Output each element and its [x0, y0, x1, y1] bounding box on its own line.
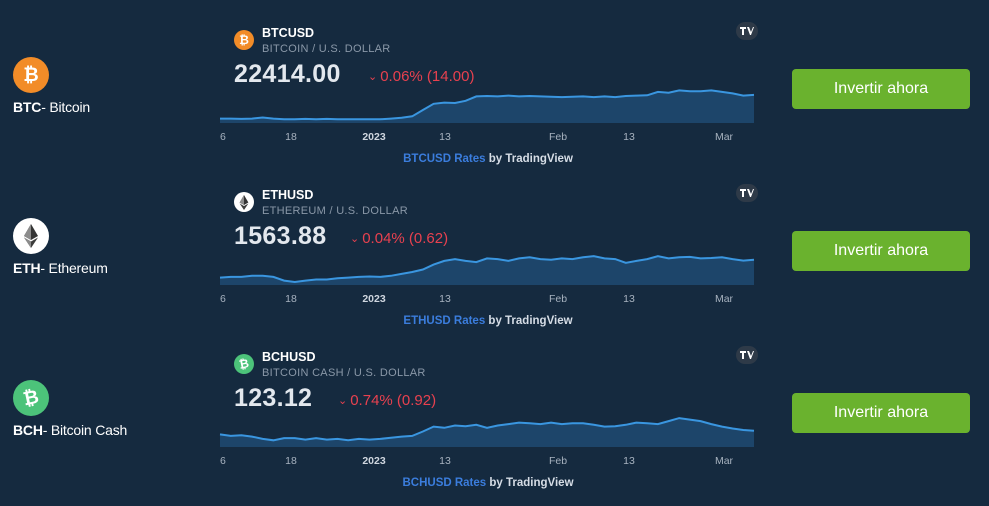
chart-series-line: [220, 89, 755, 121]
invest-now-button[interactable]: Invertir ahora: [792, 69, 970, 109]
svg-text:₿: ₿: [239, 33, 249, 47]
x-tick-label: Mar: [715, 455, 734, 467]
x-tick-label: 6: [220, 455, 226, 467]
x-tick-label: 18: [285, 131, 297, 143]
svg-text:₿: ₿: [238, 357, 250, 371]
coin-row-btc: ₿ BTC- Bitcoin ₿ BTCUSD BITCOIN / U.S. D…: [0, 0, 989, 165]
x-tick-label: 2023: [362, 293, 386, 305]
rates-link[interactable]: BCHUSD Rates: [402, 477, 487, 489]
widget-price: 1563.88: [234, 222, 327, 250]
price-chart: 6 18 2023 13 Feb 13 Mar: [220, 89, 755, 143]
x-tick-label: 18: [285, 455, 297, 467]
coin-name: - Ethereum: [40, 260, 108, 276]
tradingview-widget-btcusd[interactable]: ₿ BTCUSD BITCOIN / U.S. DOLLAR 22414.00 …: [218, 20, 758, 182]
x-tick-label: 2023: [362, 131, 386, 143]
widget-description: BITCOIN CASH / U.S. DOLLAR: [262, 367, 426, 379]
down-arrow-icon: ⌄: [338, 395, 348, 407]
x-tick-label: Mar: [715, 293, 734, 305]
x-tick-label: 6: [220, 131, 226, 143]
tradingview-logo-icon[interactable]: [736, 22, 758, 40]
svg-text:₿: ₿: [21, 387, 41, 409]
bitcoin-icon: ₿: [13, 57, 49, 93]
bitcoin-icon: ₿: [234, 30, 254, 50]
bitcoin-cash-icon: ₿: [234, 354, 254, 374]
chart-series-line: [219, 255, 755, 284]
rates-link[interactable]: ETHUSD Rates: [403, 315, 486, 327]
widget-description: ETHEREUM / U.S. DOLLAR: [262, 205, 408, 217]
widget-attribution: BTCUSD Rates by TradingView: [218, 153, 758, 165]
widget-symbol: ETHUSD: [262, 188, 314, 202]
attribution-suffix: by TradingView: [485, 315, 573, 327]
x-tick-label: 13: [623, 455, 635, 467]
widget-symbol: BCHUSD: [262, 350, 316, 364]
widget-attribution: BCHUSD Rates by TradingView: [218, 477, 758, 489]
coin-label: BCH- Bitcoin Cash: [13, 422, 127, 438]
rates-link[interactable]: BTCUSD Rates: [403, 153, 486, 165]
attribution-suffix: by TradingView: [485, 153, 573, 165]
x-tick-label: 13: [623, 131, 635, 143]
coin-info: ₿ BTC- Bitcoin: [13, 57, 90, 115]
x-tick-label: 13: [439, 455, 451, 467]
coin-info: ETH- Ethereum: [13, 218, 108, 276]
coin-info: ₿ BCH- Bitcoin Cash: [13, 380, 127, 438]
widget-change: ⌄ 0.74% (0.92): [338, 392, 436, 409]
x-tick-label: Feb: [549, 293, 567, 305]
coin-label: ETH- Ethereum: [13, 260, 108, 276]
x-tick-label: 6: [220, 293, 226, 305]
chart-area: [220, 90, 754, 123]
tradingview-logo-icon[interactable]: [736, 346, 758, 364]
chart-area: [220, 418, 754, 447]
widget-change-value: 0.74% (0.92): [350, 392, 437, 409]
price-chart: 6 18 2023 13 Feb 13 Mar: [219, 417, 755, 467]
tradingview-widget-ethusd[interactable]: ETHUSD ETHEREUM / U.S. DOLLAR 1563.88 ⌄ 0…: [218, 182, 758, 344]
down-arrow-icon: ⌄: [350, 233, 360, 245]
down-arrow-icon: ⌄: [368, 71, 378, 83]
svg-text:₿: ₿: [23, 65, 38, 86]
ethereum-icon: [234, 192, 254, 212]
coin-label: BTC- Bitcoin: [13, 99, 90, 115]
chart-series-line: [219, 417, 755, 442]
widget-description: BITCOIN / U.S. DOLLAR: [262, 43, 391, 55]
x-tick-label: 18: [285, 293, 297, 305]
x-tick-label: 13: [439, 293, 451, 305]
widget-change: ⌄ 0.06% (14.00): [368, 68, 474, 85]
invest-now-button[interactable]: Invertir ahora: [792, 231, 970, 271]
price-chart: 6 18 2023 13 Feb 13 Mar: [219, 255, 755, 305]
x-tick-label: 13: [623, 293, 635, 305]
coin-symbol: BCH: [13, 422, 43, 438]
x-tick-label: Feb: [549, 455, 567, 467]
x-tick-label: Mar: [715, 131, 734, 143]
coin-name: - Bitcoin: [41, 99, 90, 115]
ethereum-icon: [13, 218, 49, 254]
attribution-suffix: by TradingView: [486, 477, 574, 489]
tradingview-logo-icon[interactable]: [736, 184, 758, 202]
tradingview-widget-bchusd[interactable]: ₿ BCHUSD BITCOIN CASH / U.S. DOLLAR 123.…: [218, 344, 758, 506]
widget-symbol: BTCUSD: [262, 26, 315, 40]
widget-change-value: 0.04% (0.62): [362, 230, 449, 247]
widget-change: ⌄ 0.04% (0.62): [350, 230, 448, 247]
widget-price: 22414.00: [234, 60, 341, 88]
coin-symbol: ETH: [13, 260, 41, 276]
coin-row-bch: ₿ BCH- Bitcoin Cash ₿ BCHUSD BITCOIN CAS…: [0, 324, 989, 489]
invest-now-button[interactable]: Invertir ahora: [792, 393, 970, 433]
widget-change-value: 0.06% (14.00): [380, 68, 475, 85]
coin-symbol: BTC: [13, 99, 42, 115]
coin-name: - Bitcoin Cash: [42, 422, 128, 438]
widget-price: 123.12: [234, 384, 313, 412]
x-tick-label: 13: [439, 131, 451, 143]
x-tick-label: Feb: [549, 131, 567, 143]
coin-row-eth: ETH- Ethereum ETHUSD ETHEREUM / U.S. DOL…: [0, 162, 989, 327]
widget-attribution: ETHUSD Rates by TradingView: [218, 315, 758, 327]
x-tick-label: 2023: [362, 455, 386, 467]
bitcoin-cash-icon: ₿: [13, 380, 49, 416]
